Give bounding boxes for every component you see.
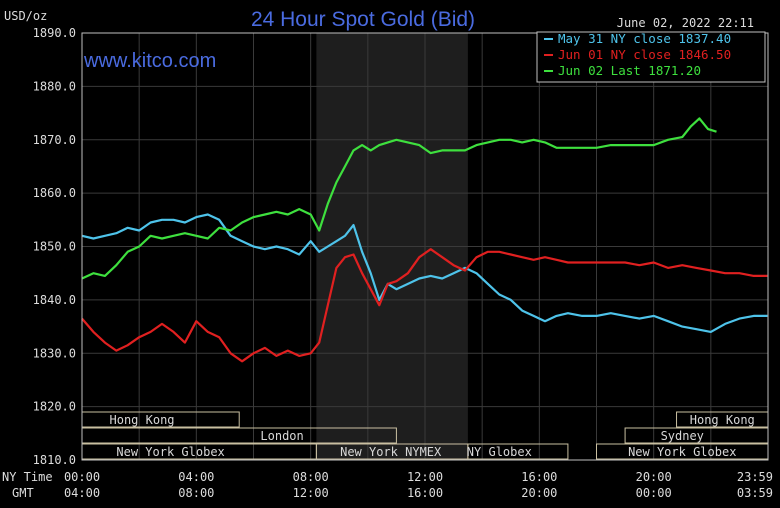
x-tick-gmt: 12:00 bbox=[293, 486, 329, 500]
y-tick-label: 1890.0 bbox=[33, 26, 76, 40]
session-label: New York NYMEX bbox=[340, 445, 442, 459]
x-tick-ny: 20:00 bbox=[636, 470, 672, 484]
x-tick-gmt: 00:00 bbox=[636, 486, 672, 500]
session-label: New York Globex bbox=[628, 445, 736, 459]
y-tick-label: 1830.0 bbox=[33, 346, 76, 360]
y-tick-label: 1850.0 bbox=[33, 240, 76, 254]
x-tick-ny: 12:00 bbox=[407, 470, 443, 484]
x-tick-gmt: 20:00 bbox=[521, 486, 557, 500]
session-label: New York Globex bbox=[116, 445, 224, 459]
x-tick-gmt: 04:00 bbox=[64, 486, 100, 500]
x-tick-gmt: 08:00 bbox=[178, 486, 214, 500]
series-line bbox=[81, 248, 768, 363]
x-tick-ny: 00:00 bbox=[64, 470, 100, 484]
x-tick-ny: 23:59 bbox=[737, 470, 773, 484]
timestamp: June 02, 2022 22:11 bbox=[617, 16, 754, 30]
x-tick-ny: 04:00 bbox=[178, 470, 214, 484]
session-box bbox=[467, 443, 569, 460]
x-tick-gmt: 16:00 bbox=[407, 486, 443, 500]
session-label: Sydney bbox=[661, 429, 704, 443]
legend-box bbox=[536, 31, 766, 83]
gmt-label: GMT bbox=[12, 486, 34, 500]
legend-entry: Jun 02 Last 1871.20 bbox=[558, 63, 701, 78]
series-line bbox=[81, 117, 717, 280]
y-tick-label: 1810.0 bbox=[33, 453, 76, 467]
x-tick-gmt: 03:59 bbox=[737, 486, 773, 500]
y-tick-label: 1880.0 bbox=[33, 79, 76, 93]
chart-title: 24 Hour Spot Gold (Bid) bbox=[251, 8, 475, 31]
watermark: www.kitco.com bbox=[83, 50, 216, 72]
y-tick-label: 1860.0 bbox=[33, 186, 76, 200]
ny-time-label: NY Time bbox=[2, 470, 53, 484]
series-lines bbox=[81, 117, 768, 363]
x-tick-ny: 08:00 bbox=[293, 470, 329, 484]
trading-sessions: Hong Kong Hong Kong London Sydney New York G… bbox=[81, 411, 769, 460]
session-label: NY Globex bbox=[467, 445, 532, 459]
session-label: London bbox=[260, 429, 303, 443]
legend-entry: May 31 NY close 1837.40 bbox=[558, 31, 731, 46]
session-label: Hong Kong bbox=[690, 413, 755, 427]
y-tick-label: 1870.0 bbox=[33, 133, 76, 147]
y-tick-label: 1840.0 bbox=[33, 293, 76, 307]
legend-entry: Jun 01 NY close 1846.50 bbox=[558, 47, 731, 62]
x-axis-ticks: 00:00 04:00 04:00 08:00 08:00 12:00 12:00 16:00… bbox=[64, 470, 773, 500]
y-tick-label: 1820.0 bbox=[33, 400, 76, 414]
plot-frame bbox=[81, 32, 769, 461]
x-tick-ny: 16:00 bbox=[521, 470, 557, 484]
unit-label: USD/oz bbox=[4, 9, 47, 23]
session-label: Hong Kong bbox=[110, 413, 175, 427]
y-axis-ticks: 1890.0 1880.0 1870.0 1860.0 1850.0 1840.0 1830… bbox=[33, 26, 76, 467]
series-line bbox=[81, 213, 768, 333]
